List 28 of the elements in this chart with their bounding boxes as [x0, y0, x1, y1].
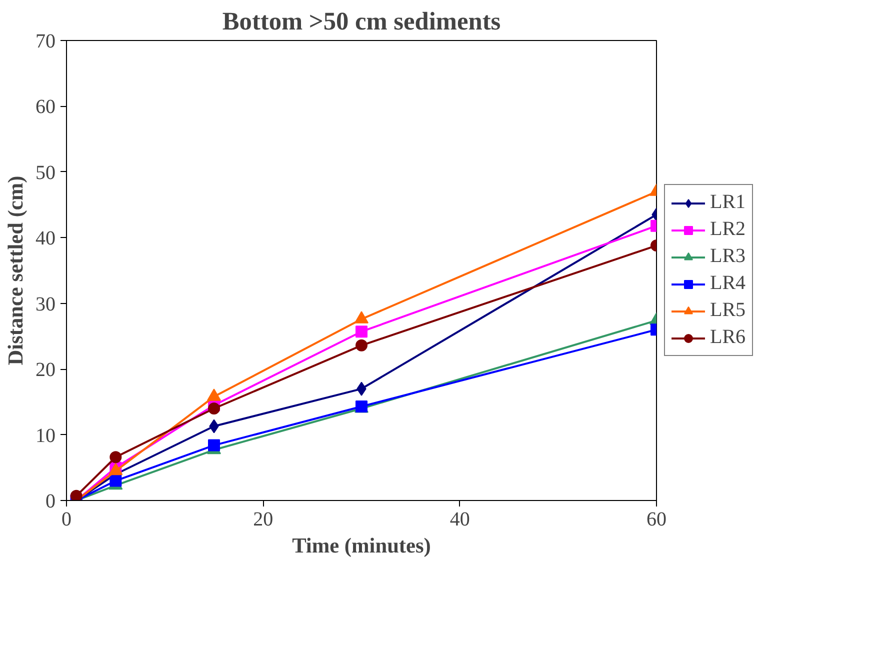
y-tick-label: 50 — [36, 162, 56, 184]
point — [208, 402, 220, 414]
point — [110, 451, 122, 464]
y-tick-label: 60 — [36, 96, 56, 118]
legend-label: LR5 — [710, 299, 746, 322]
y-tick-label: 40 — [36, 228, 56, 250]
legend-label: LR6 — [710, 326, 746, 349]
legend-label: LR3 — [710, 245, 746, 268]
y-tick-label: 0 — [46, 490, 56, 512]
point — [356, 326, 368, 338]
x-tick-label: 20 — [253, 508, 274, 530]
y-tick-label: 10 — [36, 424, 56, 447]
point — [356, 339, 368, 352]
x-axis-title: Time (minutes) — [292, 534, 431, 558]
y-axis-title: Distance settled (cm) — [4, 176, 28, 366]
legend-label: LR4 — [710, 272, 746, 295]
legend-label: LR2 — [710, 218, 746, 241]
point — [110, 474, 122, 487]
y-tick-label: 20 — [36, 359, 56, 382]
y-tick-label: 70 — [36, 30, 56, 52]
x-tick-label: 0 — [62, 508, 72, 530]
y-tick-label: 30 — [36, 293, 56, 316]
x-tick-label: 60 — [646, 508, 666, 530]
chart-title: Bottom >50 cm sediments — [222, 8, 501, 36]
point — [208, 439, 220, 452]
legend-label: LR1 — [710, 191, 746, 214]
point — [70, 490, 82, 500]
x-tick-label: 40 — [450, 508, 470, 530]
